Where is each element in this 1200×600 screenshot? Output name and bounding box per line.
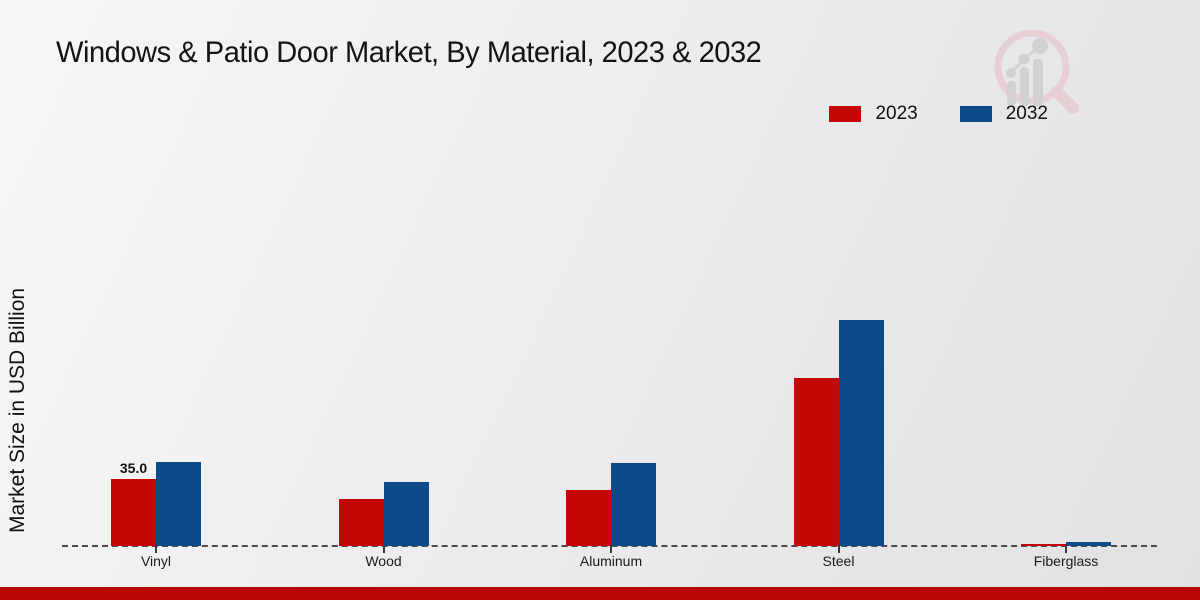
x-axis-tick <box>837 546 840 553</box>
zero-baseline <box>62 545 1157 547</box>
x-axis-tick <box>1065 546 1067 553</box>
bar-aluminum-2032 <box>611 462 656 546</box>
bar-wood-2032 <box>383 481 429 546</box>
legend-swatch-2023 <box>829 106 862 122</box>
x-axis-tick <box>382 546 385 553</box>
legend-item-2023: 2023 <box>829 103 918 125</box>
legend-label: 2023 <box>875 103 918 124</box>
x-axis-tick <box>155 546 157 553</box>
chart-title: Windows & Patio Door Market, By Material… <box>56 36 762 69</box>
x-axis-label-vinyl: Vinyl <box>140 553 172 569</box>
bar-vinyl-2023 <box>111 479 156 546</box>
x-axis-label-steel: Steel <box>822 553 855 569</box>
legend-label: 2032 <box>1005 103 1048 124</box>
x-axis-tick <box>610 546 612 553</box>
bar-wood-2023 <box>338 499 384 546</box>
bar-fiberglass-2023 <box>1021 544 1066 546</box>
magnifier-bar-chart-logo <box>994 29 1079 114</box>
legend-item-2032: 2032 <box>959 103 1048 125</box>
chart-legend: 2023 2032 <box>829 103 1048 125</box>
bar-vinyl-2032 <box>156 462 201 546</box>
bar-value-label: 35.0 <box>119 460 148 477</box>
bar-fiberglass-2032 <box>1066 542 1111 546</box>
bar-steel-2032 <box>838 320 884 546</box>
footer-accent-strip <box>0 587 1200 600</box>
legend-swatch-2032 <box>959 106 992 122</box>
x-axis-label-aluminum: Aluminum <box>579 553 643 569</box>
x-axis-label-wood: Wood <box>365 553 402 569</box>
bar-steel-2023 <box>793 378 839 546</box>
bar-aluminum-2023 <box>566 490 611 546</box>
x-axis-label-fiberglass: Fiberglass <box>1033 553 1099 569</box>
